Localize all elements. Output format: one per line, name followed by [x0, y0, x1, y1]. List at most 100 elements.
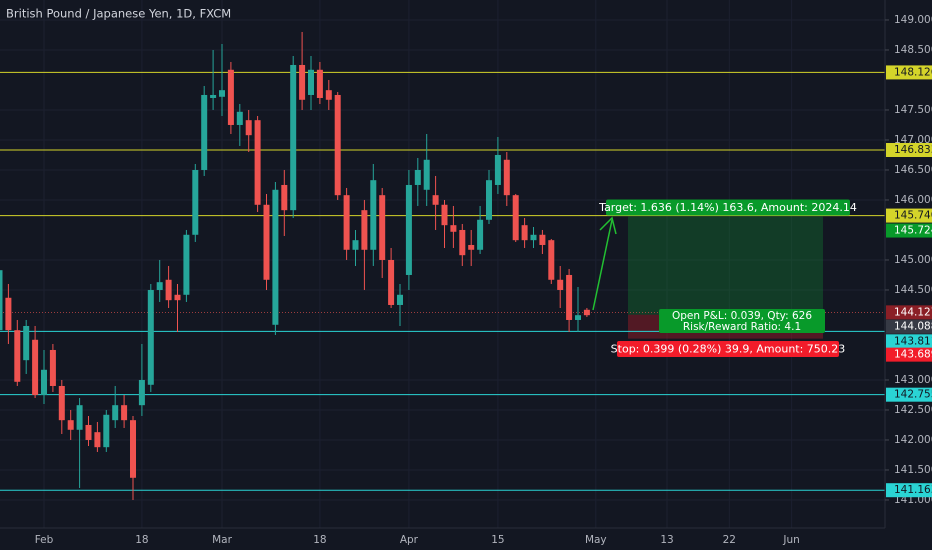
candle-body: [156, 282, 163, 290]
candle-body: [192, 169, 199, 235]
candle-body: [174, 294, 181, 301]
price-tag: [886, 143, 932, 157]
candle-body: [503, 159, 510, 196]
candle-body: [281, 184, 288, 211]
price-tag: [886, 387, 932, 402]
x-tick-label: May: [585, 534, 607, 546]
candle-body: [486, 180, 492, 220]
candle-body: [14, 330, 21, 382]
x-tick-label: 15: [491, 534, 504, 546]
price-tag-label: 145.724: [894, 225, 932, 237]
arrow-head: [599, 216, 617, 235]
price-tag-label: 144.127: [894, 306, 932, 318]
candle-body: [290, 64, 297, 211]
candle-body: [334, 94, 341, 196]
candle-body: [103, 414, 110, 448]
target-label-box: [606, 199, 850, 216]
x-tick-label: Mar: [212, 534, 232, 546]
candle-body: [316, 69, 323, 98]
x-tick-label: Jun: [782, 534, 799, 546]
candle-body: [388, 259, 395, 305]
candle-body: [352, 240, 359, 250]
grid: [0, 0, 885, 528]
price-tag-label: 146.833: [894, 144, 932, 156]
candle-body: [201, 94, 208, 170]
axis-labels: 149.000 148.500 147.500 147.000 146.500 146.0…: [35, 14, 932, 546]
arrow: [592, 219, 613, 311]
candle-body: [0, 270, 3, 331]
candle-body: [397, 294, 403, 305]
candle-body: [477, 219, 484, 250]
price-tag: [886, 334, 932, 349]
price-tag-label: 145.740: [894, 210, 932, 222]
candle-body: [468, 244, 475, 250]
candle-body: [423, 159, 430, 190]
candle-body: [138, 379, 145, 406]
candle-body: [450, 225, 457, 232]
candle-body: [414, 169, 421, 185]
y-tick-label: 142.000: [894, 434, 932, 446]
price-tag: [886, 347, 932, 362]
price-tag-label: 143.689: [894, 349, 932, 361]
price-tag-label: 143.811: [894, 335, 932, 347]
candle-body: [263, 204, 270, 280]
price-tag: [886, 305, 932, 320]
candle-body: [548, 240, 555, 280]
candle-body: [575, 315, 581, 320]
candle-body: [76, 405, 83, 430]
candle-body: [405, 184, 412, 275]
price-tag-label: 144.088: [894, 321, 932, 333]
candle-body: [370, 180, 377, 250]
candle-body: [530, 234, 537, 241]
target-zone: [628, 216, 823, 315]
candle-body: [165, 279, 172, 301]
candle-body: [272, 189, 279, 325]
candle-body: [130, 420, 136, 478]
y-tick-label: 146.000: [894, 194, 932, 206]
candle-body: [58, 385, 65, 421]
x-tick-label: Apr: [400, 534, 419, 546]
candle-body: [121, 405, 128, 421]
price-tag: [886, 483, 932, 498]
y-tick-label: 144.500: [894, 284, 932, 296]
price-tag: [886, 223, 932, 238]
price-tag: [886, 319, 932, 334]
y-tick-label: 147.000: [894, 134, 932, 146]
x-tick-label: 22: [723, 534, 736, 546]
chart-title: British Pound / Japanese Yen, 1D, FXCM: [6, 7, 231, 21]
candle-body: [361, 210, 368, 250]
y-tick-label: 146.500: [894, 164, 932, 176]
candle-body: [227, 69, 234, 125]
price-tag-label: 142.755: [894, 389, 932, 401]
candle-body: [432, 195, 439, 205]
candle-body: [147, 289, 154, 385]
y-tick-label: 142.500: [894, 404, 932, 416]
x-tick-label: 13: [660, 534, 673, 546]
ratio-label: Risk/Reward Ratio: 4.1: [683, 321, 801, 333]
price-tag: [886, 65, 932, 80]
y-tick-label: 149.000: [894, 14, 932, 26]
candles: [0, 31, 590, 500]
y-tick-label: 143.000: [894, 374, 932, 386]
candle-body: [245, 120, 252, 136]
candle-body: [441, 204, 448, 226]
candle-body: [49, 349, 56, 386]
position-labels: Target: 1.636 (1.14%) 163.6, Amount: 202…: [598, 199, 857, 357]
candle-body: [236, 111, 243, 125]
candle-body: [254, 120, 261, 205]
x-tick-label: Feb: [35, 534, 54, 546]
stop-label: Stop: 0.399 (0.28%) 39.9, Amount: 750.23: [611, 343, 846, 356]
candle-body: [566, 274, 573, 320]
candle-body: [583, 309, 590, 316]
candle-body: [459, 229, 466, 256]
candle-body: [299, 64, 306, 100]
price-tag-label: 141.163: [894, 484, 932, 496]
candle-body: [512, 195, 519, 241]
y-tick-label: 145.000: [894, 254, 932, 266]
candle-body: [521, 225, 528, 241]
candle-body: [94, 432, 101, 448]
x-tick-label: 18: [135, 534, 148, 546]
candle-body: [5, 297, 12, 331]
target-label: Target: 1.636 (1.14%) 163.6, Amount: 202…: [598, 201, 857, 214]
